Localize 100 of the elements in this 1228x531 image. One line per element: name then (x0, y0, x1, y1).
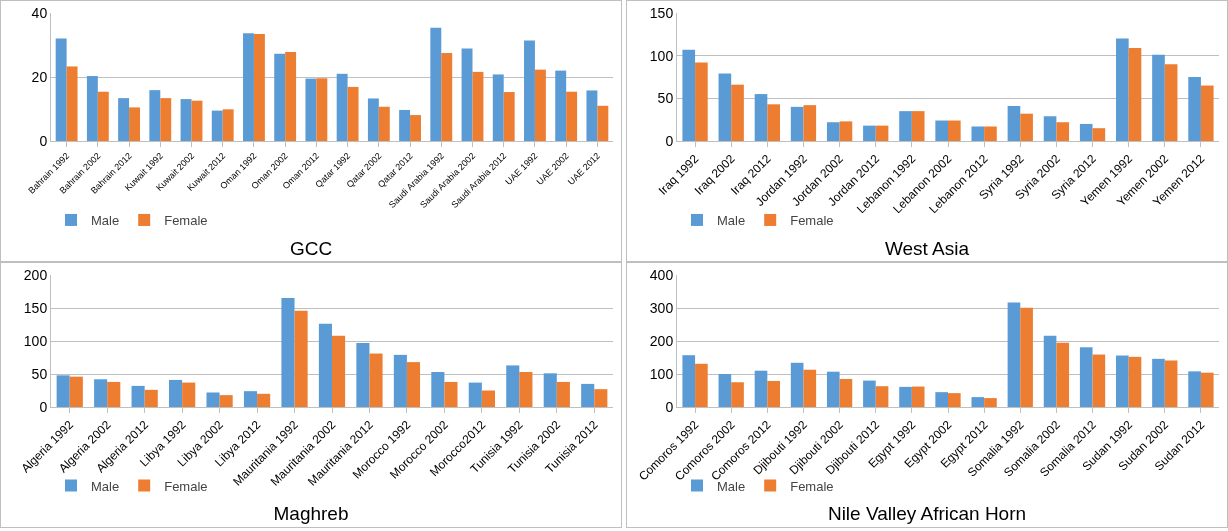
bar (305, 78, 317, 141)
bar (839, 121, 853, 141)
bar (66, 66, 78, 141)
y-tick-label: 150 (23, 299, 48, 316)
bar (316, 78, 328, 141)
bar (695, 62, 708, 141)
bar (211, 110, 223, 141)
bar (731, 382, 744, 407)
bar (826, 371, 840, 407)
bar (555, 70, 567, 141)
legend-label: Male (91, 213, 120, 229)
bar (219, 395, 233, 407)
bar (1152, 358, 1165, 407)
legend-label: Female (790, 478, 834, 494)
bar (594, 389, 608, 407)
bar (1164, 64, 1178, 141)
bar (86, 76, 98, 141)
bar (169, 379, 183, 407)
y-tick-label: 0 (665, 398, 674, 415)
y-tick-label: 40 (31, 4, 48, 21)
bar (1116, 38, 1129, 141)
text: GCC (289, 237, 333, 259)
bar (332, 335, 346, 407)
bar (543, 373, 557, 407)
bar (863, 125, 876, 141)
bar (492, 74, 504, 141)
bar (695, 363, 708, 407)
bar (1152, 54, 1165, 141)
bar (1007, 302, 1021, 407)
bar (1043, 116, 1057, 141)
bar (160, 98, 172, 141)
bar (274, 53, 286, 141)
bar (948, 393, 961, 407)
bar (586, 90, 598, 141)
bar (56, 375, 70, 407)
bar (118, 98, 130, 141)
bar (534, 69, 546, 141)
bar (406, 362, 421, 407)
legend-label: Male (91, 478, 120, 494)
text: Nile Valley African Horn (827, 503, 1027, 525)
y-tick-label: 100 (649, 47, 674, 64)
bar (444, 381, 458, 407)
bar (971, 397, 985, 407)
bar (441, 53, 453, 141)
bar (243, 33, 254, 141)
bar (222, 109, 234, 141)
y-tick-label: 50 (31, 365, 48, 382)
bar (367, 98, 379, 141)
bar (94, 379, 108, 407)
bar (294, 310, 308, 407)
bar (935, 120, 948, 141)
bar (971, 126, 985, 141)
y-tick-label: 0 (665, 132, 674, 149)
bar (399, 109, 411, 141)
bar (1079, 347, 1093, 407)
bar (682, 49, 696, 141)
bar (911, 111, 925, 141)
y-tick-label: 0 (39, 398, 48, 415)
bar (1092, 354, 1106, 407)
bar (55, 38, 67, 141)
bar (790, 106, 804, 141)
bar (863, 380, 876, 407)
bar (285, 52, 297, 141)
bar (948, 120, 961, 141)
bar (597, 105, 609, 141)
bar (1128, 47, 1142, 141)
bar (875, 125, 889, 141)
bar (803, 369, 817, 407)
bar (472, 71, 484, 141)
bar (253, 34, 265, 141)
bar (131, 385, 145, 407)
y-tick-label: 20 (31, 68, 48, 85)
bar (1200, 372, 1214, 407)
bar (1020, 307, 1033, 407)
bar (1188, 371, 1201, 407)
bar (281, 298, 295, 407)
bar (718, 73, 732, 141)
bar (149, 90, 161, 141)
bar (336, 73, 348, 141)
bar (191, 100, 203, 141)
bar (129, 107, 140, 141)
bar (107, 381, 121, 407)
legend-label: Female (790, 213, 834, 229)
bar (257, 393, 271, 407)
bar (524, 40, 535, 141)
y-tick-label: 400 (649, 266, 674, 283)
y-tick-label: 300 (649, 299, 674, 316)
bar (1164, 360, 1178, 407)
bar (1092, 128, 1106, 141)
bar (347, 86, 359, 141)
bar (318, 323, 332, 407)
y-tick-label: 150 (649, 4, 674, 21)
bar (899, 386, 912, 407)
legend-label: Female (164, 478, 208, 494)
bar (1128, 356, 1142, 407)
bar (790, 362, 804, 407)
bar (378, 106, 390, 141)
bar (754, 370, 768, 407)
bar (180, 99, 192, 141)
bar (1188, 77, 1201, 141)
